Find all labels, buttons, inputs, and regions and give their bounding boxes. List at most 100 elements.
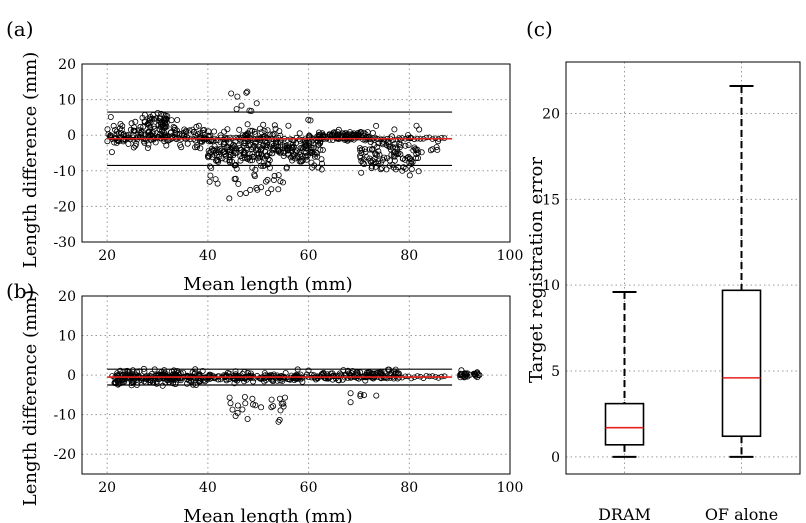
data-point xyxy=(138,127,145,134)
data-point xyxy=(323,373,330,379)
data-point xyxy=(114,370,121,377)
data-point xyxy=(208,164,215,171)
data-point xyxy=(154,373,161,380)
data-point xyxy=(405,142,412,149)
y-tick-label: -20 xyxy=(53,199,76,215)
data-point xyxy=(251,171,258,178)
data-point xyxy=(236,126,243,133)
x-tick-label: 80 xyxy=(400,480,418,496)
data-point xyxy=(413,151,420,158)
data-point xyxy=(115,373,122,379)
data-point xyxy=(242,400,249,407)
data-point xyxy=(418,149,425,156)
data-point xyxy=(368,163,375,170)
data-point xyxy=(348,372,354,379)
data-point xyxy=(177,370,184,377)
data-point xyxy=(315,129,322,136)
data-point xyxy=(283,146,290,153)
data-point xyxy=(299,157,306,164)
data-point xyxy=(248,372,255,379)
data-point xyxy=(408,135,415,141)
data-point xyxy=(239,406,246,413)
data-point xyxy=(215,147,222,154)
data-point xyxy=(413,147,420,154)
data-point xyxy=(244,88,251,95)
data-point xyxy=(277,139,284,146)
data-point xyxy=(387,375,394,381)
data-point xyxy=(414,373,421,379)
data-point xyxy=(305,367,312,374)
data-point xyxy=(298,158,305,165)
data-point xyxy=(402,165,409,172)
data-point xyxy=(141,139,148,146)
plot-frame xyxy=(81,63,511,243)
data-point xyxy=(303,149,310,156)
data-point xyxy=(188,378,195,385)
data-point xyxy=(359,159,366,166)
data-point xyxy=(360,392,367,399)
data-point xyxy=(373,122,380,129)
data-point xyxy=(429,146,436,153)
y-axis-label-b: Length difference (mm) xyxy=(20,290,41,506)
data-point xyxy=(108,149,115,156)
y-tick-label: -10 xyxy=(53,408,76,424)
data-point xyxy=(235,180,242,187)
data-point xyxy=(234,409,241,416)
y-tick-label: 20 xyxy=(58,57,76,73)
data-point xyxy=(275,418,282,425)
data-point xyxy=(296,151,303,158)
data-point xyxy=(194,143,201,150)
data-point xyxy=(141,118,148,125)
data-point xyxy=(234,93,241,100)
data-point xyxy=(171,124,178,131)
y-tick-label: 0 xyxy=(67,368,76,384)
data-point xyxy=(251,375,258,382)
data-point xyxy=(151,373,158,379)
x-tick-label: 60 xyxy=(300,248,318,264)
data-point xyxy=(253,100,260,107)
data-point xyxy=(399,167,406,174)
data-point xyxy=(335,373,342,379)
data-point xyxy=(194,372,200,379)
data-point xyxy=(306,148,313,155)
y-tick-label: 10 xyxy=(58,329,76,345)
data-point xyxy=(118,126,125,133)
data-point xyxy=(260,121,267,128)
data-point xyxy=(136,134,143,141)
data-point xyxy=(252,402,259,409)
data-point xyxy=(386,157,393,164)
data-point xyxy=(275,147,282,154)
data-point xyxy=(413,154,420,161)
data-point xyxy=(130,144,137,151)
data-point xyxy=(410,147,417,154)
y-tick-label: -20 xyxy=(53,447,76,463)
data-point xyxy=(167,129,174,136)
data-point xyxy=(215,158,222,165)
data-point xyxy=(226,394,233,401)
data-point xyxy=(303,154,310,161)
data-point xyxy=(239,134,245,141)
data-point xyxy=(301,137,308,144)
data-point xyxy=(258,404,265,411)
data-point xyxy=(272,375,279,381)
data-point xyxy=(256,157,263,164)
data-point xyxy=(275,172,282,179)
y-tick-label: 0 xyxy=(551,450,560,466)
data-point xyxy=(361,161,368,168)
data-point xyxy=(362,377,369,384)
data-point xyxy=(271,172,278,179)
data-point xyxy=(118,130,125,137)
data-point xyxy=(369,145,376,152)
data-point xyxy=(279,179,286,186)
data-point xyxy=(238,102,245,109)
data-point xyxy=(296,158,303,165)
data-point xyxy=(247,127,254,134)
data-point xyxy=(256,154,263,161)
data-point xyxy=(270,403,277,410)
data-point xyxy=(360,373,366,379)
data-point xyxy=(137,123,144,130)
data-point xyxy=(169,135,176,141)
data-point xyxy=(243,190,250,197)
data-point xyxy=(296,130,303,137)
data-point xyxy=(163,137,170,143)
